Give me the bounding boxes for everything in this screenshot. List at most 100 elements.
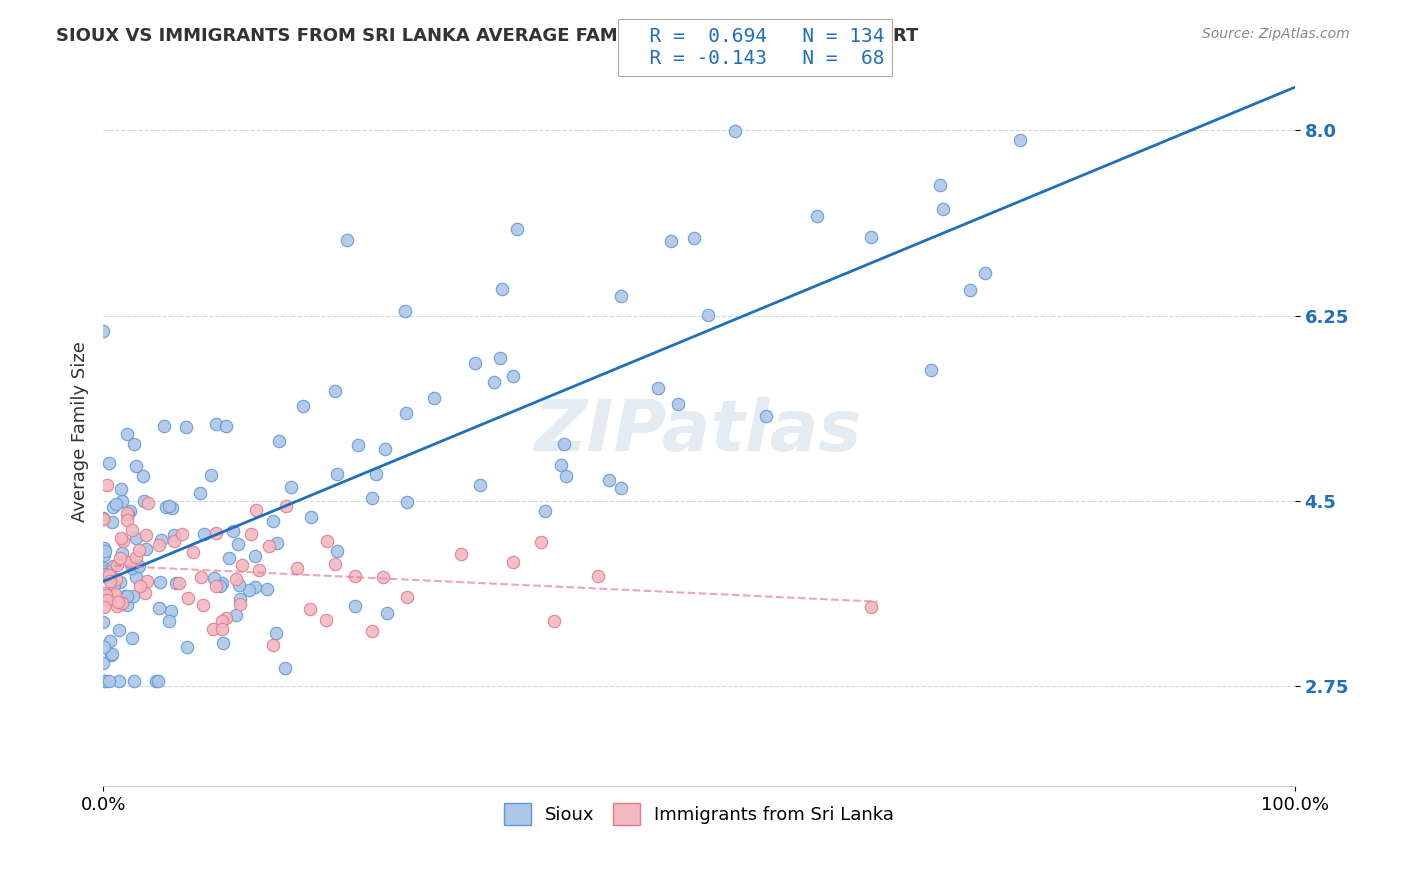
Point [91, 656, 114, 670]
Point [360, 624, 382, 638]
Point [145, 673, 167, 688]
Point [93, 561, 115, 575]
Point [110, 531, 132, 545]
Point [336, 233, 359, 247]
Point [238, 582, 260, 597]
Point [132, 493, 155, 508]
Point [343, 599, 366, 614]
Point [266, 536, 288, 550]
Point [450, 547, 472, 561]
Point [553, 437, 575, 451]
Point [859, 230, 882, 244]
Point [205, 417, 228, 431]
Point [100, 648, 122, 663]
Point [468, 478, 491, 492]
Point [135, 528, 157, 542]
Point [285, 561, 308, 575]
Point [484, 375, 506, 389]
Point [489, 351, 512, 365]
Point [125, 458, 148, 473]
Point [229, 592, 252, 607]
Point [974, 266, 997, 280]
Point [396, 591, 419, 605]
Point [202, 571, 225, 585]
Point [323, 384, 346, 398]
Point [222, 524, 245, 538]
Point [128, 559, 150, 574]
Point [108, 673, 131, 688]
Point [193, 527, 215, 541]
Point [128, 543, 150, 558]
Point [115, 513, 138, 527]
Point [666, 397, 689, 411]
Point [100, 574, 122, 588]
Point [110, 482, 132, 496]
Point [122, 437, 145, 451]
Point [132, 468, 155, 483]
Point [93, 640, 115, 654]
Point [97, 570, 120, 584]
Point [543, 614, 565, 628]
Point [91, 615, 114, 629]
Point [394, 303, 416, 318]
Point [243, 580, 266, 594]
Point [598, 474, 620, 488]
Point [299, 510, 322, 524]
Point [101, 647, 124, 661]
Point [245, 549, 267, 564]
Point [125, 550, 148, 565]
Point [860, 599, 883, 614]
Point [160, 500, 183, 515]
Point [215, 610, 238, 624]
Point [959, 283, 981, 297]
Point [103, 577, 125, 591]
Point [160, 604, 183, 618]
Point [211, 614, 233, 628]
Point [118, 504, 141, 518]
Point [191, 598, 214, 612]
Point [264, 626, 287, 640]
Point [226, 537, 249, 551]
Point [134, 586, 156, 600]
Point [683, 231, 706, 245]
Point [209, 579, 232, 593]
Point [201, 622, 224, 636]
Point [550, 458, 572, 472]
Point [256, 582, 278, 596]
Point [211, 575, 233, 590]
Point [932, 202, 955, 216]
Point [395, 494, 418, 508]
Point [659, 234, 682, 248]
Point [315, 613, 337, 627]
Point [93, 541, 115, 555]
Point [375, 606, 398, 620]
Point [91, 324, 114, 338]
Point [108, 550, 131, 565]
Point [364, 467, 387, 482]
Point [610, 481, 633, 495]
Point [218, 550, 240, 565]
Point [172, 527, 194, 541]
Point [91, 511, 114, 525]
Point [121, 524, 143, 538]
Point [190, 570, 212, 584]
Point [262, 638, 284, 652]
Point [343, 568, 366, 582]
Point [505, 222, 527, 236]
Point [94, 543, 117, 558]
Point [101, 558, 124, 573]
Point [93, 673, 115, 688]
Point [94, 673, 117, 688]
Point [149, 533, 172, 547]
Point [104, 587, 127, 601]
Point [107, 623, 129, 637]
Point [111, 546, 134, 560]
Point [176, 591, 198, 605]
Point [1010, 133, 1032, 147]
Point [162, 533, 184, 548]
Point [103, 588, 125, 602]
Point [274, 499, 297, 513]
Point [205, 525, 228, 540]
Point [502, 369, 524, 384]
Point [920, 363, 942, 377]
